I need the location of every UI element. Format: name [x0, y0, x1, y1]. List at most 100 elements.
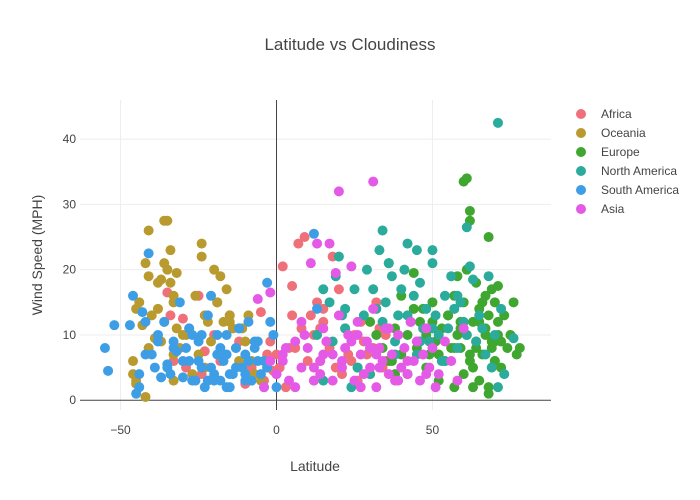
- data-point[interactable]: [374, 362, 385, 373]
- legend-item[interactable]: Africa: [576, 107, 632, 121]
- data-point[interactable]: [371, 349, 382, 360]
- legend-item[interactable]: Europe: [576, 145, 640, 159]
- data-point[interactable]: [439, 336, 450, 347]
- data-point[interactable]: [312, 238, 323, 249]
- data-point[interactable]: [290, 382, 301, 393]
- data-point[interactable]: [461, 173, 472, 184]
- data-point[interactable]: [458, 369, 469, 380]
- data-point[interactable]: [262, 277, 273, 288]
- data-point[interactable]: [421, 323, 432, 334]
- data-point[interactable]: [402, 356, 413, 367]
- data-point[interactable]: [489, 297, 500, 308]
- data-point[interactable]: [411, 245, 422, 256]
- data-point[interactable]: [152, 277, 163, 288]
- data-point[interactable]: [140, 316, 151, 327]
- data-point[interactable]: [383, 258, 394, 269]
- data-point[interactable]: [152, 303, 163, 314]
- data-point[interactable]: [221, 284, 232, 295]
- data-point[interactable]: [514, 343, 525, 353]
- data-point[interactable]: [140, 391, 151, 402]
- data-point[interactable]: [215, 343, 226, 353]
- data-point[interactable]: [324, 238, 335, 249]
- data-point[interactable]: [427, 297, 438, 308]
- data-point[interactable]: [299, 232, 310, 243]
- data-point[interactable]: [421, 303, 432, 314]
- data-point[interactable]: [439, 290, 450, 301]
- data-point[interactable]: [140, 349, 151, 360]
- data-point[interactable]: [492, 382, 503, 393]
- data-point[interactable]: [483, 382, 494, 393]
- data-point[interactable]: [162, 362, 173, 373]
- data-point[interactable]: [308, 362, 319, 373]
- data-point[interactable]: [402, 238, 413, 249]
- data-point[interactable]: [277, 261, 288, 272]
- data-point[interactable]: [99, 343, 110, 353]
- data-point[interactable]: [271, 369, 282, 380]
- data-point[interactable]: [159, 258, 170, 269]
- data-point[interactable]: [430, 382, 441, 393]
- data-point[interactable]: [234, 323, 245, 334]
- data-point[interactable]: [365, 362, 376, 373]
- data-point[interactable]: [349, 284, 360, 295]
- data-point[interactable]: [221, 349, 232, 360]
- data-point[interactable]: [318, 323, 329, 334]
- data-point[interactable]: [134, 382, 145, 393]
- data-point[interactable]: [152, 336, 163, 347]
- data-point[interactable]: [174, 297, 185, 308]
- data-point[interactable]: [321, 336, 332, 347]
- data-point[interactable]: [480, 349, 491, 360]
- data-point[interactable]: [327, 375, 338, 386]
- data-point[interactable]: [293, 238, 304, 249]
- data-point[interactable]: [305, 258, 316, 269]
- data-point[interactable]: [103, 365, 114, 376]
- data-point[interactable]: [143, 225, 154, 236]
- data-point[interactable]: [393, 375, 404, 386]
- data-point[interactable]: [283, 375, 294, 386]
- data-point[interactable]: [280, 343, 291, 353]
- data-point[interactable]: [427, 343, 438, 353]
- data-point[interactable]: [327, 349, 338, 360]
- data-point[interactable]: [443, 323, 454, 334]
- data-point[interactable]: [468, 382, 479, 393]
- data-point[interactable]: [368, 303, 379, 314]
- data-point[interactable]: [296, 316, 307, 327]
- legend-item[interactable]: South America: [576, 183, 679, 197]
- data-point[interactable]: [143, 248, 154, 259]
- data-point[interactable]: [461, 222, 472, 233]
- data-point[interactable]: [352, 316, 363, 327]
- data-point[interactable]: [333, 284, 344, 295]
- data-point[interactable]: [502, 343, 513, 353]
- data-point[interactable]: [474, 310, 485, 321]
- data-point[interactable]: [402, 369, 413, 380]
- data-point[interactable]: [464, 356, 475, 367]
- data-point[interactable]: [271, 382, 282, 393]
- data-point[interactable]: [156, 372, 167, 383]
- data-point[interactable]: [146, 310, 157, 321]
- data-point[interactable]: [414, 277, 425, 288]
- legend-item[interactable]: Asia: [576, 202, 625, 216]
- data-point[interactable]: [255, 369, 266, 380]
- data-point[interactable]: [124, 320, 135, 331]
- data-point[interactable]: [308, 228, 319, 239]
- data-point[interactable]: [299, 329, 310, 340]
- data-point[interactable]: [224, 316, 235, 327]
- data-point[interactable]: [318, 349, 329, 360]
- data-point[interactable]: [305, 310, 316, 321]
- data-point[interactable]: [184, 323, 195, 334]
- data-point[interactable]: [352, 329, 363, 340]
- data-point[interactable]: [443, 310, 454, 321]
- data-point[interactable]: [430, 310, 441, 321]
- data-point[interactable]: [265, 287, 276, 298]
- data-point[interactable]: [386, 349, 397, 360]
- data-point[interactable]: [408, 290, 419, 301]
- data-point[interactable]: [140, 258, 151, 269]
- data-point[interactable]: [489, 329, 500, 340]
- data-point[interactable]: [346, 356, 357, 367]
- data-point[interactable]: [358, 310, 369, 321]
- data-point[interactable]: [355, 349, 366, 360]
- data-point[interactable]: [433, 369, 444, 380]
- data-point[interactable]: [340, 343, 351, 353]
- data-point[interactable]: [349, 375, 360, 386]
- data-point[interactable]: [137, 307, 148, 318]
- data-point[interactable]: [393, 329, 404, 340]
